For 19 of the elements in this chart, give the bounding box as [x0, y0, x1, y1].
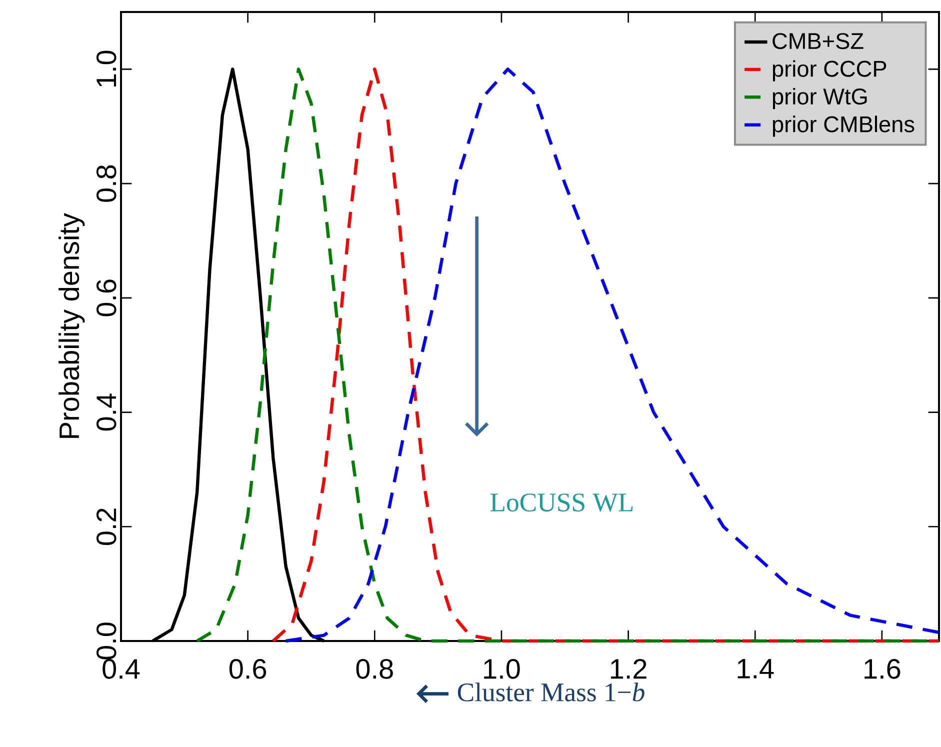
x-axis-title: Cluster Mass 1−b [458, 682, 644, 702]
legend-label: prior WtG [772, 88, 867, 110]
x-tick-label: 1.0 [484, 659, 520, 679]
x-tick-label: 1.6 [864, 659, 900, 679]
legend-label: prior CCCP [772, 60, 886, 82]
x-tick-label: 1.4 [738, 659, 774, 678]
y-tick-label: 1.0 [96, 50, 116, 87]
x-tick-label: 1.2 [610, 659, 646, 679]
x-tick-label: 0.6 [229, 659, 266, 679]
legend-label: prior CMBlens [772, 116, 914, 137]
x-tick-label: 0.8 [356, 659, 393, 679]
annotation: LoCUSS WL [490, 494, 633, 512]
legend-label: CMB+SZ [772, 33, 864, 50]
y-tick-label: 0.4 [96, 394, 116, 431]
y-tick-label: 0.0 [96, 622, 116, 660]
y-tick-label: 0.8 [96, 165, 116, 202]
y-tick-label: 0.6 [96, 280, 116, 316]
y-tick-label: 0.2 [96, 508, 116, 545]
y-axis-title: Probability density [58, 213, 85, 438]
